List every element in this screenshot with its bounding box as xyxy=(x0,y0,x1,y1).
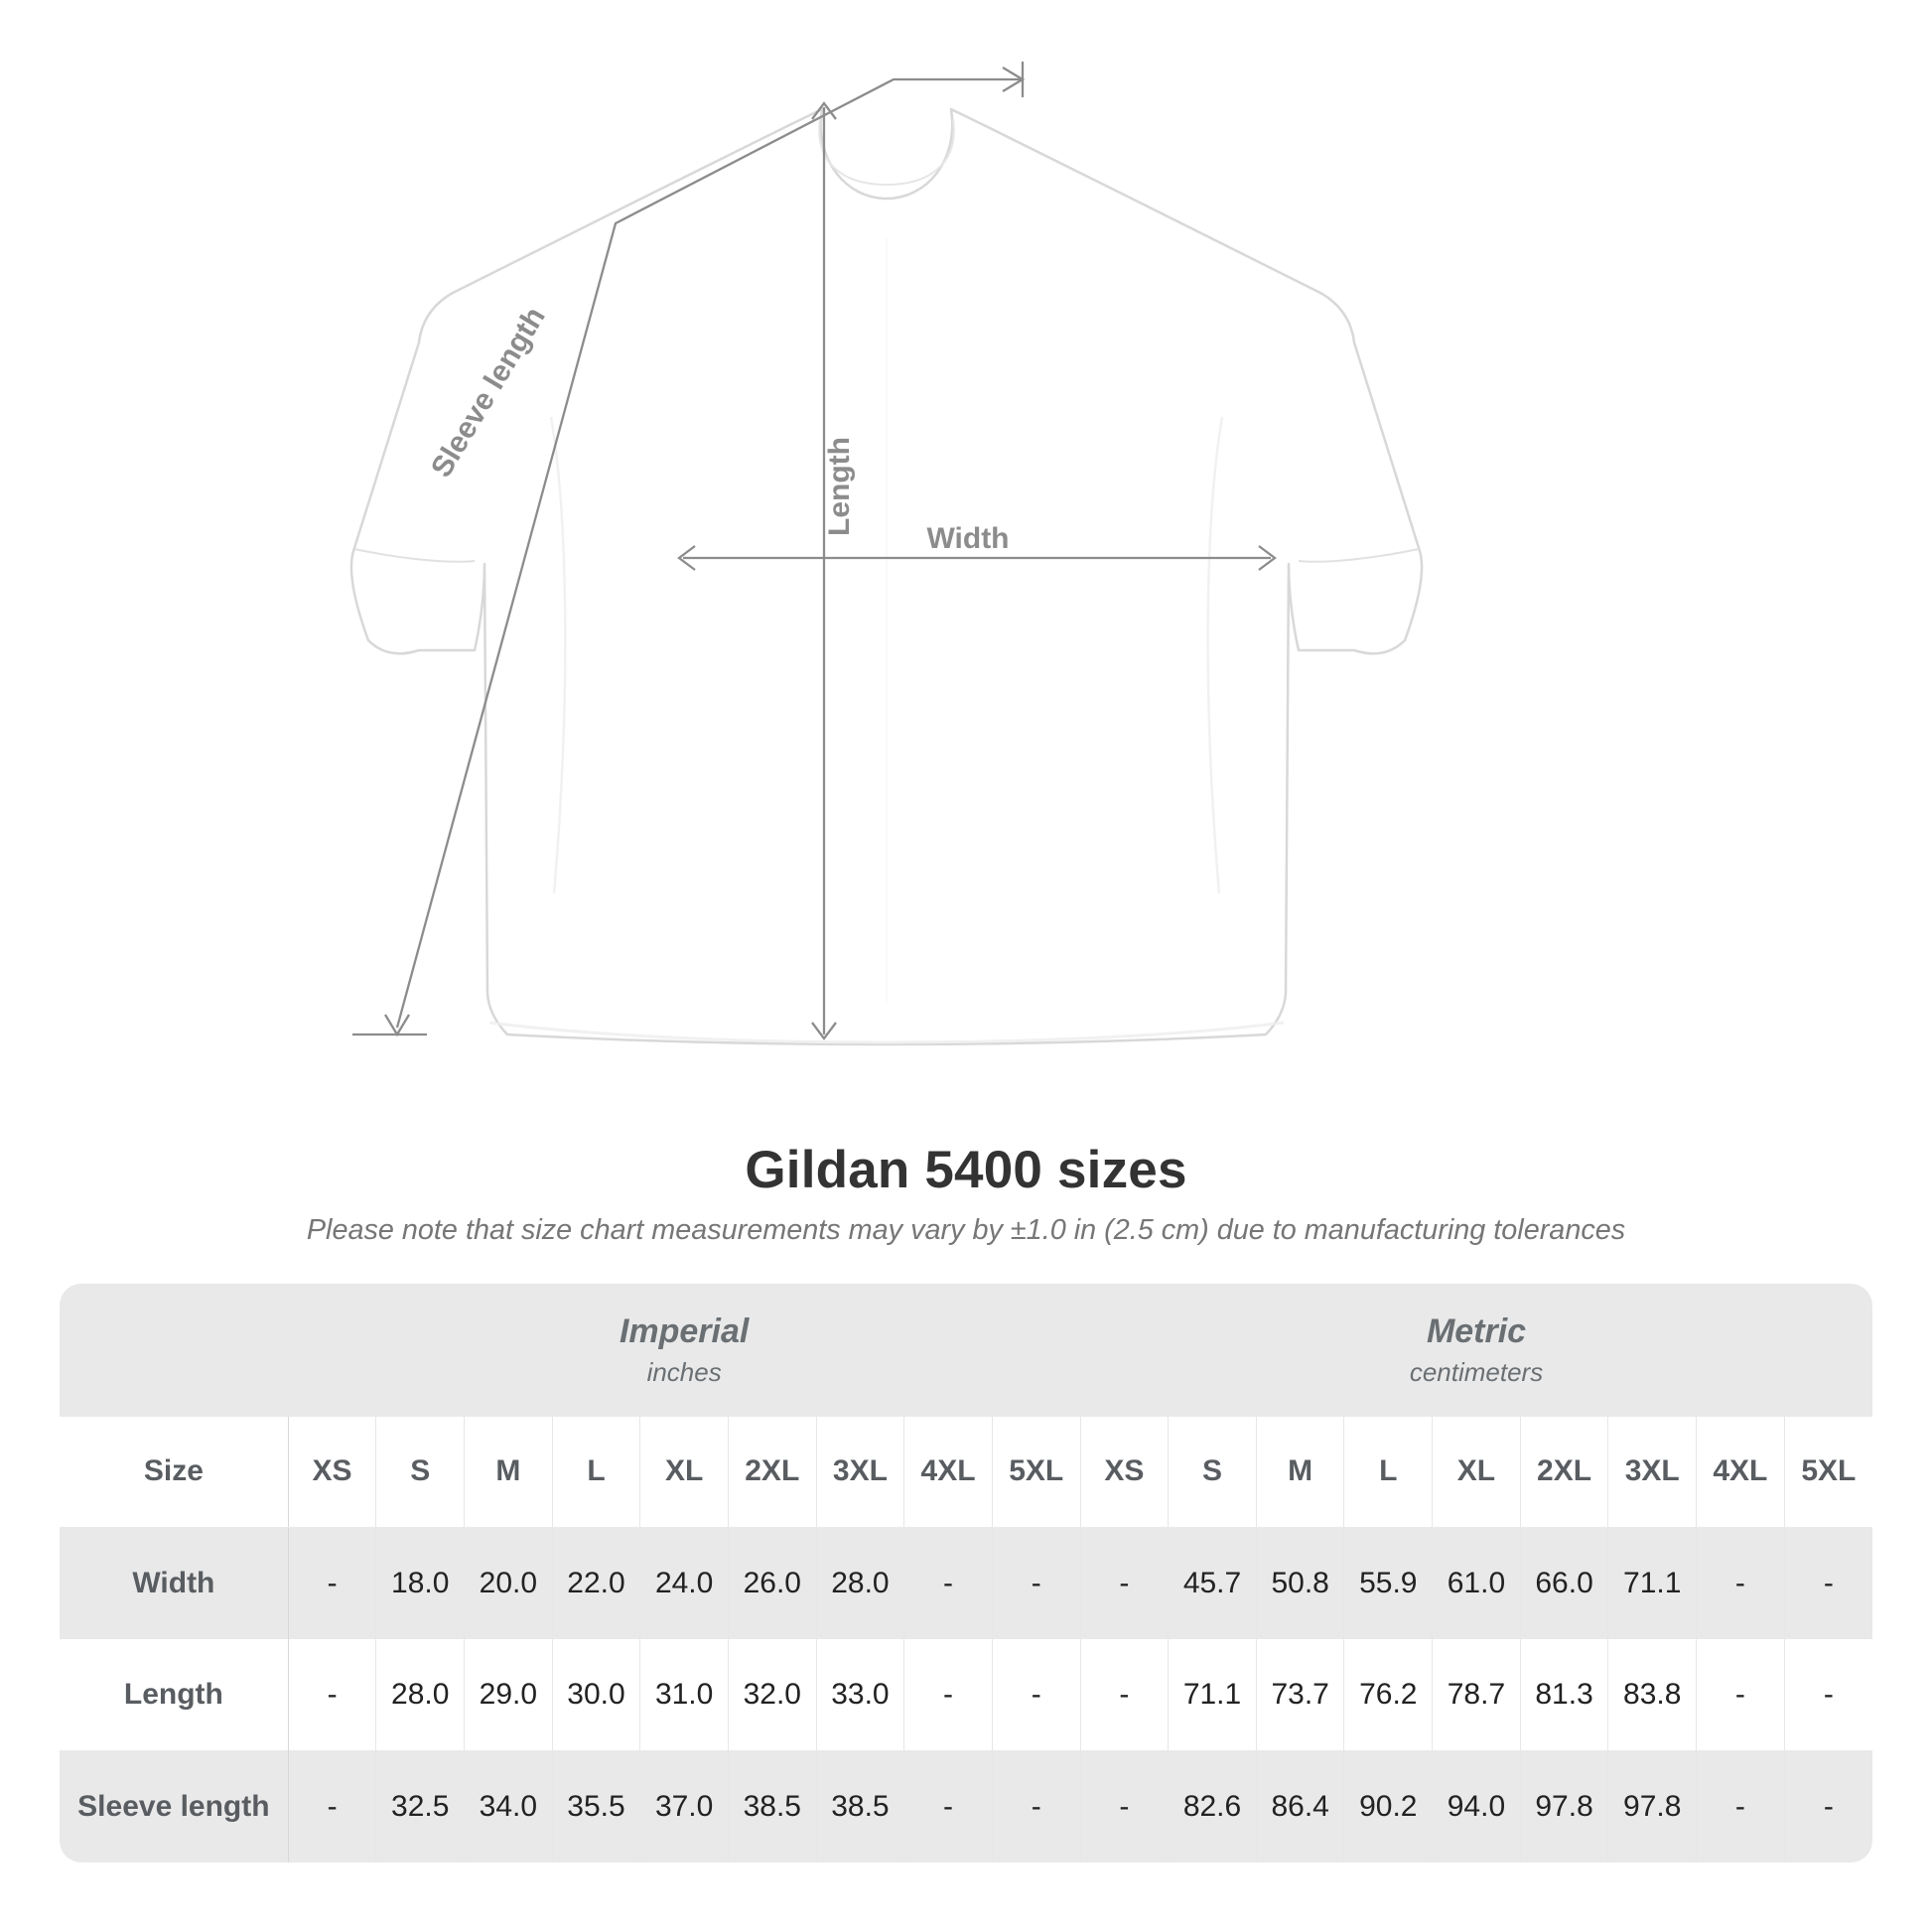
svg-text:Width: Width xyxy=(926,522,1009,555)
svg-text:Length: Length xyxy=(823,437,856,536)
